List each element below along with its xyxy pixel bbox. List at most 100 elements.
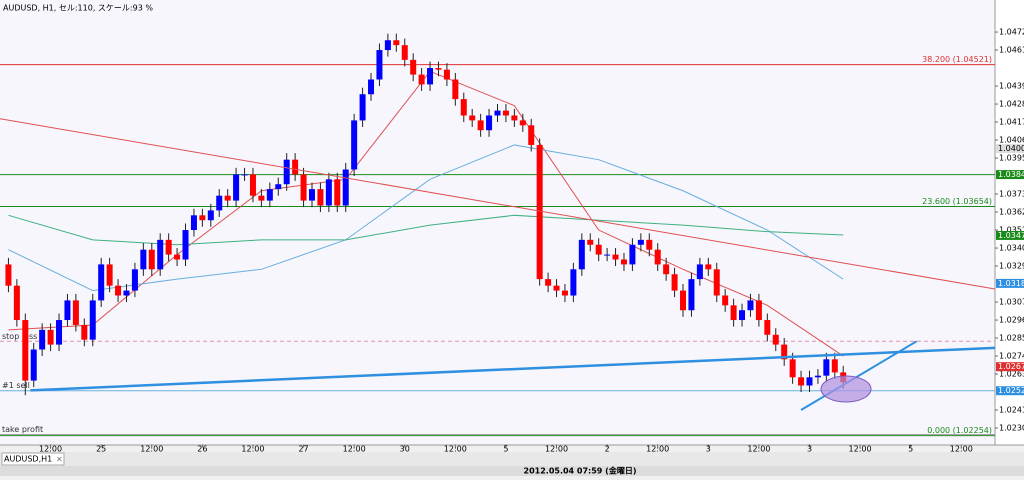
candle-body (384, 40, 391, 51)
candle-body (755, 300, 762, 321)
candle-body (199, 215, 206, 221)
highlight-ellipse (820, 375, 872, 403)
moving-average (8, 144, 844, 292)
price-tag (996, 170, 1024, 180)
candle-body (739, 310, 746, 321)
price-tag (996, 386, 1024, 396)
tab[interactable] (1, 452, 65, 466)
price-tag (996, 144, 1024, 154)
status-time: 2012.05.04 07:59 (金曜日) (524, 466, 637, 476)
candle-body (258, 195, 265, 201)
x-tick-label: 5 (503, 445, 508, 454)
candle-body (663, 264, 670, 275)
candle-body (536, 144, 543, 280)
candle-body (831, 359, 838, 373)
y-tick-label: 1.02630 (999, 370, 1024, 379)
candle-body (443, 69, 450, 80)
price-tag-label: 1.03849 (998, 170, 1024, 179)
candle-body (511, 115, 518, 121)
candle-body (553, 285, 560, 291)
candle-body (275, 184, 282, 190)
x-tick-label: 12:00 (444, 445, 467, 454)
y-tick-label: 1.03620 (999, 208, 1024, 217)
candle-body (680, 290, 687, 311)
candle-body (72, 300, 79, 325)
y-tick-label: 1.02300 (999, 424, 1024, 433)
y-tick-label: 1.03070 (999, 298, 1024, 307)
candle-body (140, 249, 147, 270)
level-label: 23.600 (1.03654) (922, 197, 992, 206)
candle-body (393, 40, 400, 46)
candle-body (64, 300, 71, 321)
candle-body (13, 285, 20, 321)
candle-body (351, 120, 358, 170)
x-tick-label: 3 (807, 445, 812, 454)
candle-body (502, 110, 509, 116)
x-tick-label: 12:00 (39, 445, 62, 454)
candle-body (39, 329, 46, 350)
candle-body (56, 320, 63, 345)
tab-close[interactable]: × (56, 455, 63, 464)
x-tick-label: 12:00 (545, 445, 568, 454)
x-tick-label: 30 (400, 445, 410, 454)
tab-label: AUDUSD,H1 (4, 455, 52, 464)
candle-body (368, 79, 375, 95)
candle-body (595, 244, 602, 255)
level-label: #1 sell (2, 381, 30, 390)
price-tag-label: 1.03477 (998, 231, 1024, 240)
candle-body (629, 244, 636, 265)
candle-body (22, 320, 29, 381)
candle-body (115, 285, 122, 296)
candle-body (477, 120, 484, 131)
x-tick-label: 12:00 (343, 445, 366, 454)
y-tick-label: 1.02850 (999, 334, 1024, 343)
candle-body (427, 68, 434, 85)
y-tick-label: 1.04060 (999, 136, 1024, 145)
candle-body (174, 254, 181, 260)
candle-body (789, 359, 796, 378)
candle-body (157, 239, 164, 270)
candle-body (342, 169, 349, 206)
plot: 38.200 (1.04521) 23.600 (1.03654) 0.000 (1… (0, 33, 996, 437)
candle-body (764, 320, 771, 335)
candle-body (570, 269, 577, 296)
candle-body (561, 290, 568, 296)
candle-body (334, 179, 341, 206)
price-tag-label: 1.04008 (998, 144, 1024, 153)
y-tick-label: 1.04170 (999, 118, 1024, 127)
y-tick-label: 1.03290 (999, 262, 1024, 271)
candle-body (359, 94, 366, 121)
y-tick-label: 1.04390 (999, 82, 1024, 91)
candle-body (637, 239, 644, 245)
y-tick-label: 1.02960 (999, 316, 1024, 325)
level-label: 0.000 (1.02254) (927, 426, 992, 435)
x-tick-label: 2 (605, 445, 610, 454)
candle-body (772, 334, 779, 345)
candle-body (469, 115, 476, 121)
candle-body (148, 249, 155, 270)
candle-body (452, 79, 459, 100)
candle-body (688, 279, 695, 311)
x-tick-label: 12:00 (646, 445, 669, 454)
y-tick-label: 1.03510 (999, 226, 1024, 235)
y-tick-label: 1.04280 (999, 100, 1024, 109)
candle-body (654, 249, 661, 265)
x-tick-label: 26 (197, 445, 207, 454)
price-tag-label: 1.02528 (998, 386, 1024, 395)
candle-body (89, 300, 96, 340)
level-label: stop loss (2, 332, 37, 341)
price-tag-label: 1.03184 (998, 279, 1024, 288)
candle-body (131, 269, 138, 291)
candle-body (401, 45, 408, 60)
y-tick-label: 1.02410 (999, 406, 1024, 415)
candle-body (30, 349, 37, 381)
candle-body (81, 324, 88, 340)
candle-body (216, 195, 223, 211)
candle-body (410, 59, 417, 75)
tab-bar (0, 452, 1024, 466)
candle-body (123, 290, 130, 296)
x-tick-label: 27 (298, 445, 308, 454)
candle-body (545, 279, 552, 286)
y-tick-label: 1.03400 (999, 244, 1024, 253)
chart-title: AUDUSD, H1, セル:110, スケール:93 % (3, 4, 153, 13)
